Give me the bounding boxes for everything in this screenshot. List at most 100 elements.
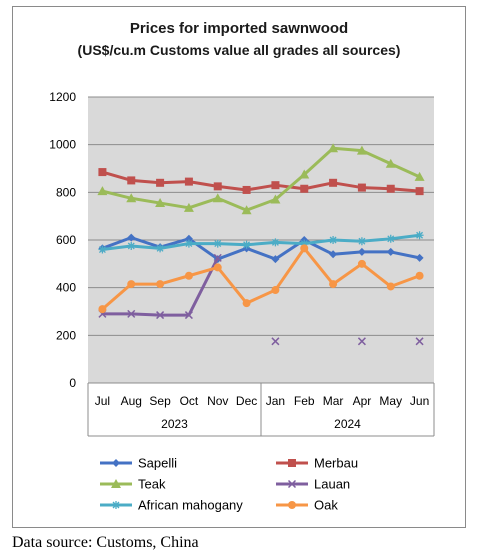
series-line	[101, 170, 420, 193]
data-point	[386, 247, 395, 256]
data-point	[415, 231, 424, 240]
data-point	[300, 239, 309, 248]
legend-label: Oak	[314, 498, 338, 513]
y-tick-label: 800	[56, 185, 76, 199]
data-point	[299, 169, 310, 179]
data-point	[184, 239, 193, 248]
data-point	[242, 185, 251, 194]
data-point	[156, 280, 165, 289]
data-point	[288, 459, 296, 467]
data-point	[386, 234, 395, 243]
data-point	[270, 194, 281, 204]
data-point	[213, 239, 222, 248]
year-label: 2023	[161, 417, 188, 431]
x-tick-label: Oct	[180, 394, 199, 408]
legend-item: Sapelli	[100, 456, 177, 471]
data-source-note: Data source: Customs, China	[12, 534, 199, 551]
data-point	[184, 177, 193, 186]
data-point	[415, 271, 424, 280]
legend-item: Oak	[276, 498, 338, 513]
data-point	[112, 501, 120, 509]
x-tick-label: Aug	[121, 394, 142, 408]
data-point	[98, 305, 107, 314]
data-point	[127, 241, 136, 250]
data-point	[127, 176, 136, 185]
data-point	[112, 459, 120, 467]
data-point	[329, 280, 338, 289]
data-point	[415, 337, 424, 346]
x-tick-label: Jul	[95, 394, 110, 408]
y-tick-label: 200	[56, 328, 76, 342]
x-tick-label: May	[379, 394, 402, 408]
legend-item: Lauan	[276, 477, 350, 492]
x-tick-label: Apr	[353, 394, 372, 408]
legend-item: African mahogany	[100, 498, 243, 513]
series-lauan	[98, 253, 424, 346]
data-point	[329, 236, 338, 244]
x-tick-label: Nov	[207, 394, 228, 408]
data-point	[357, 237, 366, 246]
x-tick-label: Sep	[149, 394, 171, 408]
data-point	[242, 299, 251, 308]
data-point	[242, 240, 251, 249]
y-tick-label: 1200	[49, 90, 76, 104]
data-point	[156, 311, 165, 320]
data-point	[414, 171, 425, 181]
data-point	[287, 479, 297, 489]
y-tick-label: 400	[56, 281, 76, 295]
legend-label: Lauan	[314, 477, 350, 492]
data-point	[386, 184, 395, 193]
legend-label: Merbau	[314, 456, 358, 471]
data-point	[386, 282, 395, 291]
data-point	[271, 337, 280, 346]
x-tick-label: Mar	[323, 394, 344, 408]
data-point	[271, 286, 280, 295]
chart-subtitle: (US$/cu.m Customs value all grades all s…	[77, 42, 401, 58]
data-point	[156, 178, 165, 187]
legend-item: Merbau	[276, 456, 358, 471]
data-point	[184, 311, 193, 320]
year-label: 2024	[334, 417, 361, 431]
legend-label: African mahogany	[138, 498, 243, 513]
data-point	[213, 253, 222, 262]
data-point	[184, 271, 193, 280]
data-point	[271, 238, 280, 247]
series-line	[102, 146, 421, 212]
data-point	[127, 309, 136, 318]
series-merbau	[98, 168, 424, 196]
series-oak	[98, 244, 424, 314]
data-point	[415, 187, 424, 196]
data-point	[329, 178, 338, 187]
data-point	[156, 244, 165, 253]
legend-item: Teak	[100, 477, 166, 492]
data-point	[97, 186, 108, 196]
x-tick-label: Dec	[236, 394, 257, 408]
data-point	[288, 501, 296, 509]
data-point	[415, 253, 424, 262]
series-line	[102, 233, 420, 252]
legend-label: Teak	[138, 477, 166, 492]
data-point	[357, 247, 366, 256]
data-point	[329, 250, 338, 259]
data-point	[127, 233, 136, 242]
series-line	[101, 236, 420, 261]
data-point	[357, 337, 366, 346]
data-point	[155, 198, 166, 208]
data-point	[111, 479, 121, 488]
data-point	[212, 193, 223, 203]
data-point	[126, 193, 137, 203]
legend-label: Sapelli	[138, 456, 177, 471]
data-point	[328, 143, 339, 153]
data-point	[183, 202, 194, 212]
data-point	[300, 184, 309, 193]
y-tick-label: 600	[56, 233, 76, 247]
data-point	[385, 158, 396, 168]
data-point	[356, 145, 367, 155]
chart-title: Prices for imported sawnwood	[129, 20, 349, 37]
data-point	[357, 183, 366, 192]
data-point	[357, 259, 366, 268]
x-tick-label: Jun	[410, 394, 429, 408]
data-point	[300, 244, 309, 253]
data-point	[127, 280, 136, 289]
